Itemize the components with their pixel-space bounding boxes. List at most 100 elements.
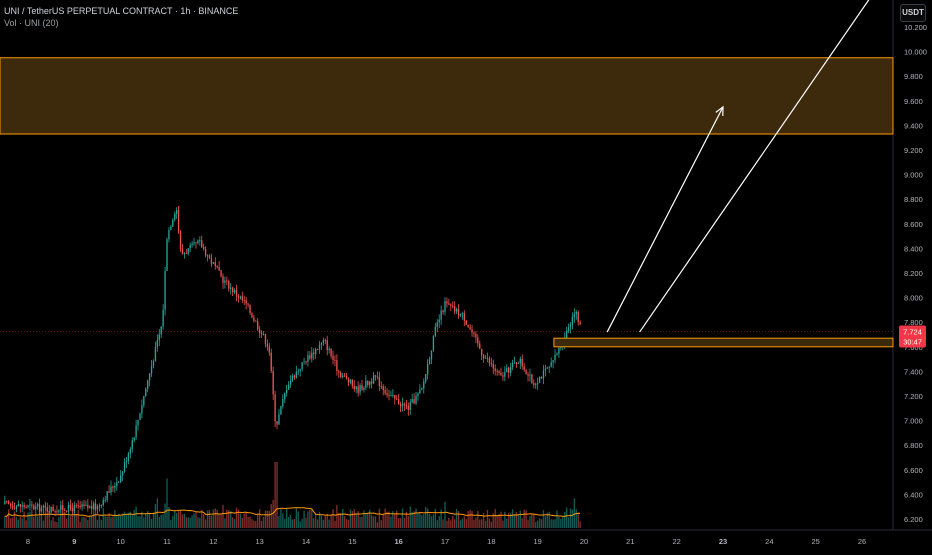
- price-tick-label: 10.200: [904, 23, 927, 32]
- candle-body: [511, 362, 514, 368]
- volume-bar: [405, 511, 408, 528]
- volume-bar: [75, 514, 77, 528]
- candle-body: [233, 290, 236, 293]
- candle-body: [415, 396, 417, 404]
- candle-body: [536, 382, 539, 385]
- volume-bar: [123, 511, 126, 528]
- candle-body: [147, 380, 149, 389]
- volume-bar: [71, 515, 74, 528]
- candle-body: [452, 305, 454, 307]
- time-tick-label: 20: [580, 537, 588, 546]
- currency-unit-button[interactable]: USDT: [900, 4, 926, 22]
- volume-bar: [529, 516, 531, 528]
- candle-body: [405, 405, 408, 407]
- candle-body: [174, 213, 176, 220]
- candle-body: [203, 247, 205, 249]
- volume-bar: [160, 515, 162, 528]
- candle-body: [110, 486, 112, 493]
- volume-bar: [577, 512, 579, 528]
- candle-body: [359, 385, 361, 393]
- volume-bar: [187, 517, 189, 528]
- candle-body: [569, 324, 572, 328]
- volume-bar: [465, 519, 467, 528]
- volume-bar: [508, 512, 510, 528]
- volume-bar: [48, 511, 50, 528]
- time-tick-label: 12: [209, 537, 217, 546]
- volume-bar: [440, 509, 442, 528]
- volume-bar: [542, 510, 545, 528]
- volume-bar: [189, 517, 191, 528]
- candle-body: [440, 310, 442, 320]
- candle-body: [85, 504, 87, 506]
- price-tick-label: 8.800: [904, 195, 923, 204]
- candle-body: [349, 379, 352, 383]
- candle-body: [237, 295, 240, 298]
- candle-body: [430, 350, 433, 360]
- chart-title: UNI / TetherUS PERPETUAL CONTRACT · 1h ·…: [4, 6, 239, 16]
- candle-body: [558, 347, 560, 354]
- volume-bar: [135, 506, 137, 528]
- candle-body: [490, 363, 493, 365]
- time-tick-label: 25: [811, 537, 819, 546]
- candle-body: [8, 501, 10, 504]
- volume-bar: [409, 506, 411, 528]
- candle-body: [87, 504, 89, 508]
- candle-body: [523, 366, 525, 371]
- candle-body: [481, 348, 483, 355]
- candle-body: [257, 321, 259, 330]
- volume-bar: [434, 508, 437, 528]
- volume-bar: [496, 516, 498, 528]
- candle-body: [243, 299, 245, 301]
- volume-bar: [36, 516, 39, 528]
- candle-body: [465, 320, 467, 325]
- projection-arrow-line[interactable]: [606, 106, 724, 333]
- support-zone[interactable]: [553, 337, 894, 348]
- candle-body: [112, 486, 114, 488]
- candle-body: [164, 271, 166, 310]
- volume-bar: [286, 508, 288, 528]
- volume-bar: [143, 517, 145, 528]
- candle-body: [529, 374, 531, 376]
- volume-bar: [525, 510, 527, 528]
- volume-bar: [212, 509, 215, 528]
- volume-bar: [372, 516, 375, 528]
- price-tick-label: 6.400: [904, 490, 923, 499]
- candle-body: [177, 210, 180, 232]
- candle-body: [301, 362, 303, 370]
- volume-bar: [239, 513, 242, 528]
- volume-bar: [367, 513, 369, 528]
- candle-body: [104, 500, 106, 501]
- volume-bar: [62, 512, 64, 528]
- volume-bar: [544, 516, 547, 528]
- candle-body: [425, 374, 427, 382]
- volume-bar: [477, 510, 479, 528]
- resistance-zone[interactable]: [0, 57, 894, 135]
- candle-body: [342, 375, 344, 378]
- volume-bar: [106, 516, 108, 528]
- candle-body: [204, 248, 207, 256]
- candle-body: [565, 330, 568, 339]
- price-axis-panel[interactable]: [893, 0, 932, 550]
- candle-body: [311, 352, 313, 359]
- candle-body: [166, 239, 168, 272]
- candle-body: [123, 462, 126, 472]
- volume-bar: [203, 514, 205, 528]
- candle-body: [343, 375, 346, 377]
- candle-body: [399, 404, 402, 407]
- projection-arrow-line[interactable]: [639, 0, 872, 333]
- candle-body: [179, 231, 182, 249]
- candle-body: [96, 506, 99, 510]
- candle-body: [328, 348, 330, 350]
- volume-bar: [230, 511, 232, 528]
- volume-bar: [17, 519, 20, 528]
- volume-bar: [453, 519, 456, 528]
- volume-bar: [548, 511, 550, 528]
- candle-body: [577, 312, 579, 322]
- volume-bar: [201, 509, 203, 528]
- candle-body: [486, 357, 489, 359]
- volume-bar: [550, 519, 552, 528]
- volume-bar: [233, 519, 236, 528]
- volume-bar: [417, 512, 419, 528]
